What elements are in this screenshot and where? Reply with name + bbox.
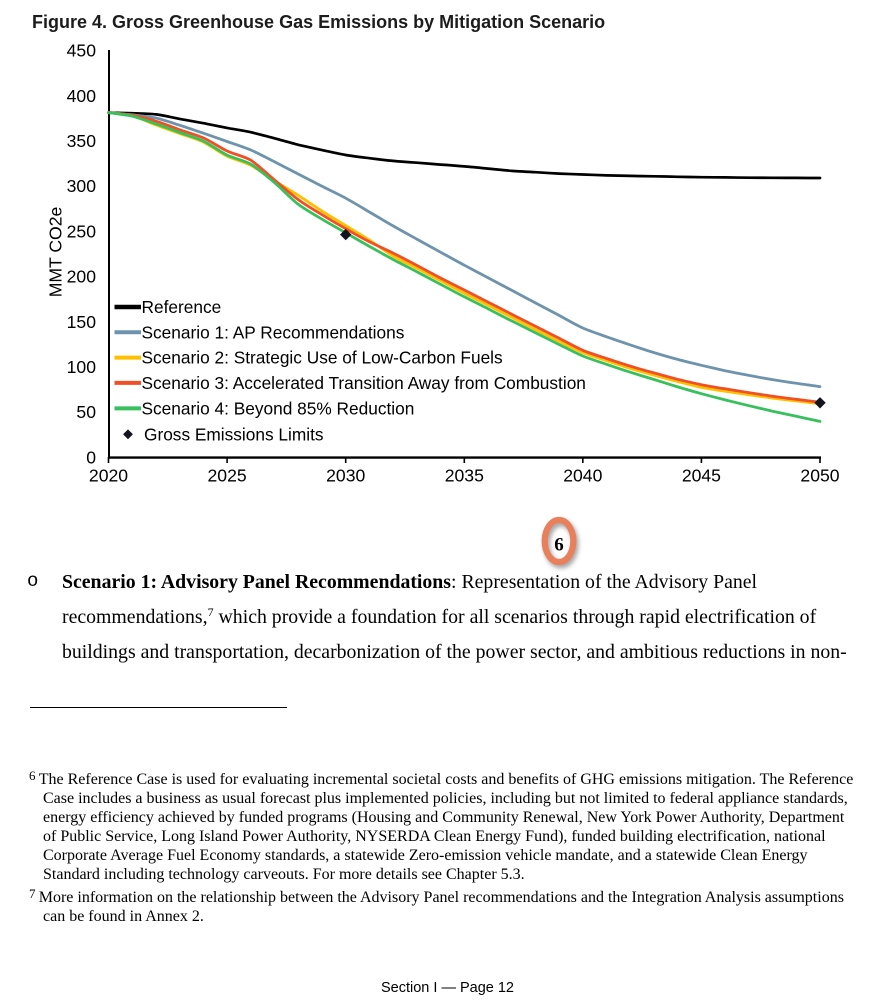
svg-text:450: 450 — [67, 41, 97, 61]
svg-text:Scenario 1: AP Recommendations: Scenario 1: AP Recommendations — [142, 322, 405, 342]
svg-text:Reference: Reference — [142, 297, 222, 317]
svg-text:50: 50 — [76, 402, 96, 422]
svg-text:300: 300 — [67, 176, 97, 196]
svg-text:2045: 2045 — [682, 466, 721, 486]
svg-text:Scenario 3: Accelerated Transi: Scenario 3: Accelerated Transition Away … — [142, 373, 586, 393]
svg-text:MMT CO2e: MMT CO2e — [46, 207, 66, 298]
svg-text:0: 0 — [86, 447, 96, 467]
svg-text:6: 6 — [554, 535, 564, 556]
svg-text:2040: 2040 — [563, 466, 602, 486]
svg-text:2030: 2030 — [326, 466, 365, 486]
svg-text:150: 150 — [67, 312, 97, 332]
svg-text:Gross Emissions Limits: Gross Emissions Limits — [144, 424, 324, 444]
svg-text:200: 200 — [67, 267, 97, 287]
svg-text:250: 250 — [67, 221, 97, 241]
svg-text:2025: 2025 — [208, 466, 247, 486]
svg-text:Scenario 4: Beyond 85% Reducti: Scenario 4: Beyond 85% Reduction — [142, 398, 415, 418]
svg-text:400: 400 — [67, 86, 97, 106]
svg-text:100: 100 — [67, 357, 97, 377]
svg-text:Scenario 2: Strategic Use of L: Scenario 2: Strategic Use of Low-Carbon … — [142, 348, 504, 368]
svg-text:350: 350 — [67, 131, 97, 151]
svg-text:2035: 2035 — [445, 466, 484, 486]
svg-text:2020: 2020 — [89, 466, 128, 486]
svg-text:2050: 2050 — [800, 466, 839, 486]
